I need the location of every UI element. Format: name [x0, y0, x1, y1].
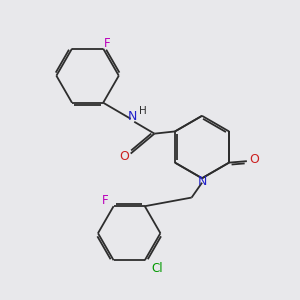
Text: H: H [139, 106, 147, 116]
Text: Cl: Cl [152, 262, 163, 275]
Text: F: F [102, 194, 109, 207]
Text: N: N [128, 110, 137, 123]
Text: F: F [104, 37, 111, 50]
Text: N: N [197, 175, 207, 188]
Text: O: O [119, 150, 129, 163]
Text: O: O [249, 153, 259, 166]
